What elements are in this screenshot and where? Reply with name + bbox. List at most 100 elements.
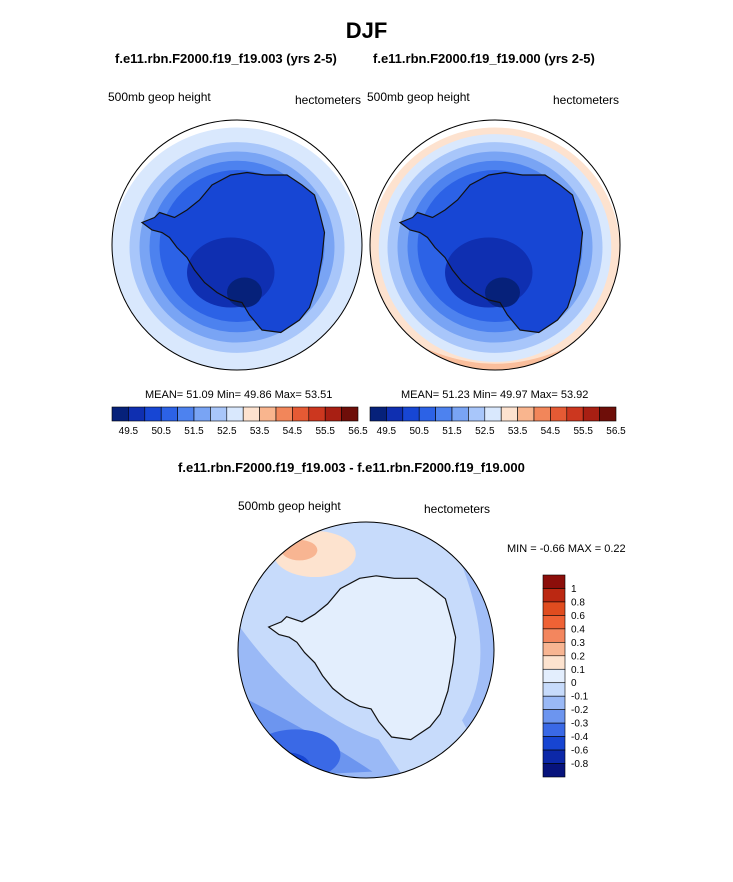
- colorbar-tick-label: 51.5: [442, 426, 462, 437]
- colorbar-cell: [193, 406, 211, 422]
- colorbar-tick-label: 50.5: [151, 426, 171, 437]
- colorbar-cell: [386, 406, 404, 422]
- colorbar-cell: [542, 749, 566, 764]
- panel2-title: f.e11.rbn.F2000.f19_f19.000 (yrs 2-5): [373, 51, 595, 66]
- panel3-right-label: hectometers: [424, 502, 491, 516]
- colorbar-cell: [144, 406, 162, 422]
- colorbar-tick-label: 56.5: [348, 426, 368, 437]
- coastline: [398, 171, 584, 334]
- colorbar-tick-label: -0.2: [571, 705, 589, 716]
- colorbar-cell: [542, 615, 566, 630]
- colorbar-tick-label: -0.4: [571, 732, 589, 743]
- colorbar-cell: [542, 588, 566, 603]
- colorbar-cell: [542, 655, 566, 670]
- colorbar-tick-label: 50.5: [409, 426, 429, 437]
- colorbar-tick-label: 55.5: [315, 426, 335, 437]
- colorbar-cell: [435, 406, 453, 422]
- colorbar-cell: [369, 406, 387, 422]
- panel3-left-label: 500mb geop height: [238, 499, 341, 513]
- colorbar-cell: [500, 406, 518, 422]
- colorbar-cell: [484, 406, 502, 422]
- colorbar-cell: [542, 601, 566, 616]
- colorbar-cell: [582, 406, 600, 422]
- colorbar-cell: [111, 406, 129, 422]
- colorbar-tick-label: 55.5: [573, 426, 593, 437]
- colorbar-cell: [210, 406, 228, 422]
- colorbar-tick-label: 0.3: [571, 638, 585, 649]
- panel2-stats: MEAN= 51.23 Min= 49.97 Max= 53.92: [401, 389, 589, 401]
- map-boundary: [369, 119, 621, 371]
- panel3-map: [237, 521, 495, 779]
- band-plus-0_2: [281, 539, 318, 561]
- panel2-left-label: 500mb geop height: [367, 90, 470, 104]
- colorbar-cell: [242, 406, 260, 422]
- colorbar-cell: [259, 406, 277, 422]
- panel3-colorbar: 1 0.8 0.6 0.4 0.3 0.2 0.1 0 -0.1 -0.2 -0.3 -0.4 -0.6…: [542, 574, 589, 778]
- colorbar-cell: [128, 406, 146, 422]
- colorbar-tick-label: 49.5: [119, 426, 139, 437]
- colorbar-cell: [324, 406, 342, 422]
- colorbar-tick-label: 1: [571, 584, 577, 595]
- band-minus-0_6: [263, 752, 310, 778]
- colorbar-cell: [308, 406, 326, 422]
- colorbar-cell: [599, 406, 617, 422]
- colorbar-tick-label: 52.5: [475, 426, 495, 437]
- panel2-right-label: hectometers: [553, 93, 620, 107]
- colorbar-cell: [542, 668, 566, 684]
- colorbar-cell: [542, 682, 566, 697]
- colorbar-cell: [226, 406, 244, 422]
- colorbar-tick-label: 54.5: [283, 426, 303, 437]
- colorbar-tick-label: 0.1: [571, 665, 585, 676]
- colorbar-tick-label: -0.3: [571, 719, 589, 730]
- coastline: [267, 575, 457, 741]
- colorbar-cell: [468, 406, 486, 422]
- colorbar-tick-label: 53.5: [250, 426, 270, 437]
- colorbar-cell: [542, 695, 566, 710]
- colorbar-cell: [542, 574, 566, 589]
- colorbar-cell: [550, 406, 568, 422]
- colorbar-tick-label: 53.5: [508, 426, 528, 437]
- map-boundary: [237, 521, 495, 779]
- main-title: DJF: [345, 18, 388, 43]
- colorbar-cell: [542, 722, 566, 737]
- colorbar-tick-label: 0: [571, 678, 577, 689]
- colorbar-cell: [341, 406, 359, 422]
- colorbar-cell: [418, 406, 436, 422]
- colorbar-cell: [451, 406, 469, 422]
- colorbar-tick-label: 56.5: [606, 426, 626, 437]
- colorbar-tick-label: -0.8: [571, 759, 589, 770]
- colorbar-cell: [542, 642, 566, 657]
- colorbar-tick-label: 54.5: [541, 426, 561, 437]
- panel2-colorbar: 49.5 50.5 51.5 52.5 53.5 54.5 55.5 56.5: [369, 406, 626, 437]
- colorbar-tick-label: 0.4: [571, 624, 585, 635]
- cold-minimum: [485, 277, 520, 308]
- colorbar-cell: [292, 406, 310, 422]
- colorbar-tick-label: 0.8: [571, 597, 585, 608]
- colorbar-cell: [275, 406, 293, 422]
- colorbar-tick-label: 0.2: [571, 651, 585, 662]
- map-boundary: [111, 119, 363, 371]
- cold-minimum: [227, 277, 262, 308]
- coastline: [140, 171, 326, 334]
- panel3-stats: MIN = -0.66 MAX = 0.22: [507, 543, 626, 555]
- colorbar-cell: [177, 406, 195, 422]
- colorbar-cell: [566, 406, 584, 422]
- colorbar-tick-label: -0.6: [571, 746, 589, 757]
- panel1-title: f.e11.rbn.F2000.f19_f19.003 (yrs 2-5): [115, 51, 337, 66]
- colorbar-cell: [402, 406, 420, 422]
- panel1-left-label: 500mb geop height: [108, 90, 211, 104]
- colorbar-tick-label: 51.5: [184, 426, 204, 437]
- colorbar-cell: [160, 406, 178, 422]
- map-fill: [112, 127, 362, 370]
- panel1-map: [111, 119, 363, 371]
- colorbar-tick-label: 52.5: [217, 426, 237, 437]
- panel3-title: f.e11.rbn.F2000.f19_f19.003 - f.e11.rbn.…: [178, 460, 525, 475]
- panel1-stats: MEAN= 51.09 Min= 49.86 Max= 53.51: [145, 389, 333, 401]
- colorbar-cell: [533, 406, 551, 422]
- map-fill: [370, 127, 620, 370]
- colorbar-cell: [542, 709, 566, 724]
- band-zero: [268, 575, 456, 740]
- panel1-colorbar: 49.5 50.5 51.5 52.5 53.5 54.5 55.5 56.5: [111, 406, 368, 437]
- colorbar-tick-label: 49.5: [377, 426, 397, 437]
